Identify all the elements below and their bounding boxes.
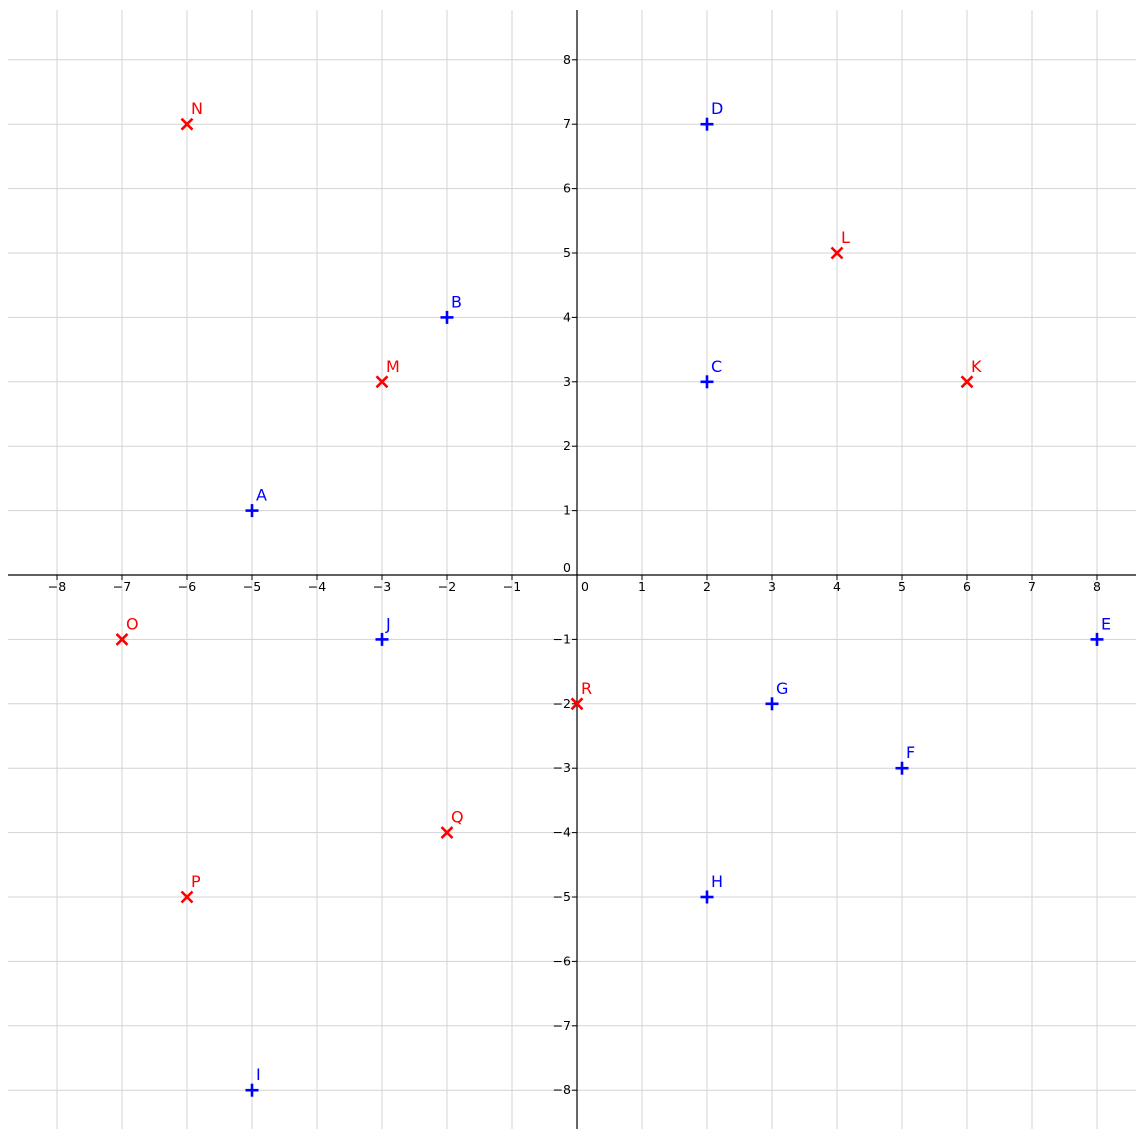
x-tick-label: 3 bbox=[768, 579, 776, 594]
tick-labels: −8 −7 −6 −5 −4 −3 −2 −1 0 1 2 3 4 5 6 7 8 −8 −7 −6 −5 −4 −3 −2 −… bbox=[48, 52, 1101, 1097]
x-tick-label: −5 bbox=[243, 579, 261, 594]
point-label: M bbox=[386, 357, 400, 376]
x-tick-label: −4 bbox=[308, 579, 326, 594]
point-label: F bbox=[906, 743, 915, 762]
point-label: B bbox=[451, 292, 462, 311]
point-h: H bbox=[700, 872, 723, 904]
point-l: L bbox=[830, 228, 850, 260]
point-j: J bbox=[375, 614, 391, 646]
point-label: L bbox=[841, 228, 850, 247]
y-tick-label: −5 bbox=[553, 889, 571, 904]
point-f: F bbox=[895, 743, 915, 775]
y-tick-label: 8 bbox=[563, 52, 571, 67]
y-tick-label: 1 bbox=[563, 503, 571, 518]
cross-marker bbox=[570, 697, 584, 711]
point-label: J bbox=[385, 614, 391, 633]
x-tick-label: 6 bbox=[963, 579, 971, 594]
data-points: A B C D E F G H I J K L M N O P Q R bbox=[115, 99, 1111, 1097]
y-tick-label: −4 bbox=[553, 825, 571, 840]
point-p: P bbox=[180, 872, 201, 904]
x-tick-label: −3 bbox=[373, 579, 391, 594]
point-label: Q bbox=[451, 808, 464, 827]
point-label: N bbox=[191, 99, 203, 118]
point-g: G bbox=[765, 679, 788, 711]
y-tick-label: −7 bbox=[553, 1018, 571, 1033]
y-tick-label: −1 bbox=[553, 631, 571, 646]
cross-marker bbox=[180, 117, 194, 131]
axes bbox=[8, 10, 1136, 1129]
x-tick-label: −2 bbox=[438, 579, 456, 594]
x-tick-label: −8 bbox=[48, 579, 66, 594]
point-i: I bbox=[245, 1065, 261, 1097]
cross-marker bbox=[960, 375, 974, 389]
point-q: Q bbox=[440, 808, 464, 840]
y-tick-label: 0 bbox=[563, 560, 571, 575]
point-label: P bbox=[191, 872, 201, 891]
point-r: R bbox=[570, 679, 592, 711]
y-tick-label: 2 bbox=[563, 438, 571, 453]
y-tick-label: −2 bbox=[553, 696, 571, 711]
point-label: E bbox=[1101, 614, 1111, 633]
point-label: D bbox=[711, 99, 723, 118]
point-d: D bbox=[700, 99, 723, 131]
y-tick-label: 4 bbox=[563, 309, 571, 324]
x-tick-label: 5 bbox=[898, 579, 906, 594]
point-m: M bbox=[375, 357, 400, 389]
x-tick-label: −6 bbox=[178, 579, 196, 594]
x-tick-label: 2 bbox=[703, 579, 711, 594]
y-tick-label: −6 bbox=[553, 953, 571, 968]
point-n: N bbox=[180, 99, 203, 131]
point-c: C bbox=[700, 357, 722, 389]
x-tick-label: 4 bbox=[833, 579, 841, 594]
point-label: G bbox=[776, 679, 788, 698]
cross-marker bbox=[830, 246, 844, 260]
y-tick-label: 5 bbox=[563, 245, 571, 260]
point-e: E bbox=[1090, 614, 1111, 646]
y-tick-label: −8 bbox=[553, 1082, 571, 1097]
y-tick-label: 3 bbox=[563, 374, 571, 389]
point-label: A bbox=[256, 486, 267, 505]
x-tick-label: −1 bbox=[503, 579, 521, 594]
point-k: K bbox=[960, 357, 982, 389]
point-o: O bbox=[115, 614, 139, 646]
x-tick-label: −7 bbox=[113, 579, 131, 594]
x-tick-label: 7 bbox=[1028, 579, 1036, 594]
cross-marker bbox=[375, 375, 389, 389]
point-b: B bbox=[440, 292, 462, 324]
y-tick-label: 7 bbox=[563, 116, 571, 131]
point-label: R bbox=[581, 679, 592, 698]
cross-marker bbox=[440, 826, 454, 840]
x-tick-label: 0 bbox=[581, 579, 589, 594]
point-a: A bbox=[245, 486, 267, 518]
y-tick-label: 6 bbox=[563, 181, 571, 196]
x-tick-label: 8 bbox=[1093, 579, 1101, 594]
y-tick-label: −3 bbox=[553, 760, 571, 775]
cross-marker bbox=[115, 632, 129, 646]
point-label: O bbox=[126, 614, 139, 633]
point-label: H bbox=[711, 872, 723, 891]
cross-marker bbox=[180, 890, 194, 904]
point-label: C bbox=[711, 357, 722, 376]
x-tick-label: 1 bbox=[638, 579, 646, 594]
point-label: I bbox=[256, 1065, 261, 1084]
point-label: K bbox=[971, 357, 982, 376]
